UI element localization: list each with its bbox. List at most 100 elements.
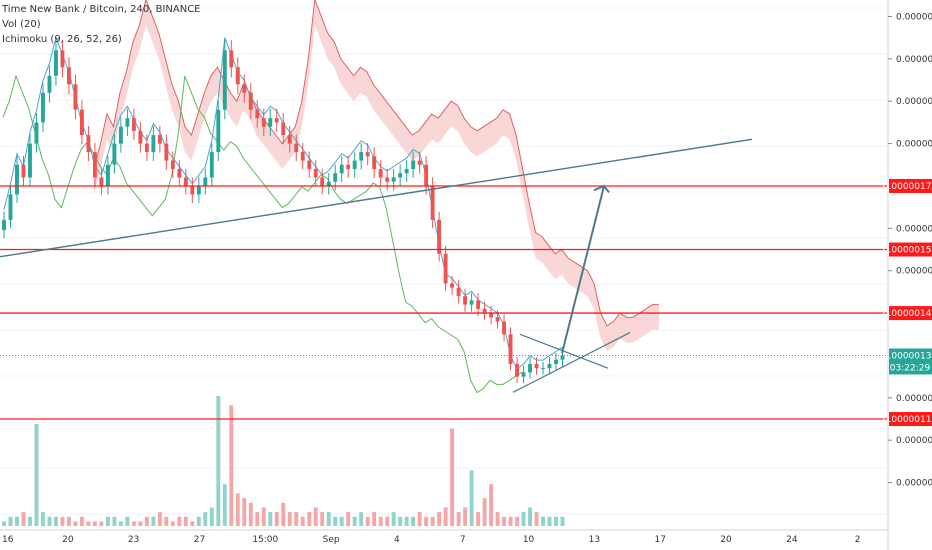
volume-bar	[177, 516, 182, 526]
candle-body	[125, 118, 130, 127]
volume-bar	[170, 521, 175, 526]
price-tick-label: 0.00000160	[896, 224, 932, 234]
volume-bar	[242, 498, 247, 526]
volume-bar	[79, 516, 84, 526]
volume-bar	[437, 512, 442, 526]
candle-body	[151, 135, 156, 153]
candle-body	[261, 118, 266, 127]
rising-trendline	[0, 138, 753, 258]
candle-body	[144, 143, 149, 153]
volume-bar	[268, 512, 273, 526]
candle-body	[326, 181, 331, 186]
volume-bar	[209, 507, 214, 526]
volume-bar	[190, 521, 195, 526]
volume-bar	[515, 516, 519, 526]
candle-body	[248, 92, 253, 110]
candle-body	[229, 50, 234, 68]
time-tick-label: 16	[2, 535, 14, 545]
triangle-support-line	[512, 332, 631, 393]
volume-bar	[352, 516, 357, 526]
candle-body	[391, 177, 396, 182]
candle-body	[495, 317, 500, 322]
volume-bar	[261, 507, 266, 526]
price-tick-label: 0.00000120	[896, 394, 932, 404]
volume-bar	[424, 516, 429, 526]
candle-body	[255, 109, 260, 119]
time-tick-label: 23	[128, 535, 139, 545]
candle-body	[66, 67, 71, 85]
candle-body	[300, 152, 305, 161]
volume-bar	[385, 516, 390, 526]
candle-body	[131, 118, 136, 131]
candle-body	[47, 75, 52, 93]
candle-body	[463, 296, 468, 305]
candle-body	[547, 363, 552, 369]
candle-body	[105, 164, 110, 186]
candle-body	[60, 50, 65, 68]
trendline-drawings	[0, 138, 753, 393]
price-axis[interactable]: 0.00000170 0.00000155 0.00000140 0.00000115…	[883, 0, 932, 550]
candle-body	[508, 334, 513, 364]
volume-bar	[560, 516, 565, 526]
candle-body	[190, 185, 195, 195]
volume-bar	[99, 521, 104, 526]
level-price-label: 0.00000170	[883, 182, 932, 192]
volume-bar	[339, 516, 344, 526]
ichimoku-cloud	[94, 0, 659, 352]
volume-bar	[508, 516, 513, 526]
candle-body	[170, 160, 175, 170]
candle-body	[157, 135, 162, 144]
volume-bar	[60, 516, 65, 526]
volume-bar	[411, 516, 416, 526]
price-tick-label: 0.00000210	[896, 12, 932, 22]
volume-bar	[359, 512, 364, 526]
candle-body	[138, 130, 143, 144]
last-price-label: 0.00000130	[883, 351, 932, 361]
volume-bar	[216, 396, 221, 526]
volume-bar	[235, 493, 240, 526]
volume-bar	[534, 512, 539, 526]
symbol-title[interactable]: Time New Bank / Bitcoin, 240, BINANCE	[2, 4, 201, 15]
candle-body	[235, 67, 240, 85]
volume-bar	[469, 470, 474, 526]
volume-bar	[73, 521, 78, 526]
volume-bars	[2, 396, 565, 526]
candle-body	[281, 122, 286, 136]
volume-bar	[41, 512, 45, 526]
candle-body	[203, 177, 208, 186]
time-tick-label: 24	[786, 535, 798, 545]
level-price-label: 0.00000155	[883, 246, 932, 256]
volume-bar	[463, 507, 468, 526]
volume-bar	[495, 512, 500, 526]
candle-body	[34, 122, 39, 144]
price-tick-label: 0.00000180	[896, 140, 932, 150]
time-tick-label: 7	[460, 535, 466, 545]
candle-body	[164, 143, 169, 161]
time-tick-label: 2	[855, 535, 861, 545]
candle-body	[8, 194, 13, 220]
candle-body	[521, 372, 526, 377]
volume-indicator-label[interactable]: Vol (20)	[2, 19, 41, 30]
volume-bar	[28, 516, 32, 526]
last-price-tag	[889, 348, 932, 375]
volume-bar	[346, 512, 351, 526]
triangle-resistance-line	[519, 333, 609, 369]
time-tick-label: 17	[654, 535, 665, 545]
candle-body	[404, 169, 409, 174]
volume-bar	[157, 512, 162, 526]
candle-body	[183, 177, 188, 186]
volume-bar	[183, 516, 188, 526]
candle-body	[372, 156, 377, 170]
candle-body	[352, 160, 357, 170]
volume-bar	[144, 516, 149, 526]
volume-bar	[125, 516, 130, 526]
candle-body	[554, 359, 558, 364]
candle-body	[417, 160, 422, 165]
volume-bar	[47, 516, 52, 526]
ichimoku-indicator-label[interactable]: Ichimoku (9, 26, 52, 26)	[2, 34, 122, 45]
candle-body	[118, 126, 123, 144]
price-tick-label: 0.00000200	[896, 55, 932, 65]
time-tick-label: 20	[720, 535, 732, 545]
time-axis[interactable]: 16 20 23 27 15:00 Sep 4 7 10 13 17 20 24 2	[0, 529, 888, 545]
